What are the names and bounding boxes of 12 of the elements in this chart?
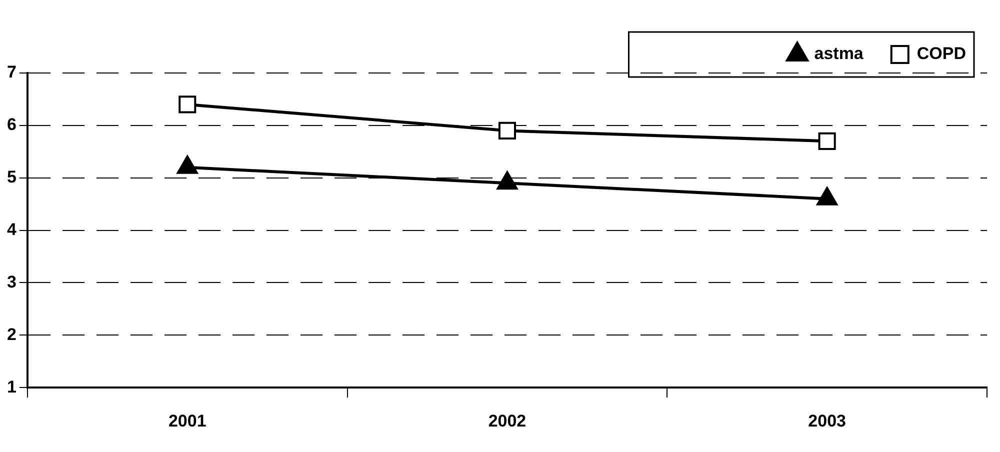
y-tick-label: 2 bbox=[6, 324, 16, 344]
y-tick-label: 4 bbox=[6, 220, 17, 239]
y-tick-label: 1 bbox=[6, 377, 16, 396]
y-tick-label: 5 bbox=[6, 168, 16, 187]
legend-label: astma bbox=[814, 44, 864, 64]
x-tick-label: 2001 bbox=[168, 411, 206, 430]
legend-label: COPD bbox=[916, 44, 966, 64]
x-tick-label: 2003 bbox=[808, 411, 846, 430]
y-tick-label: 7 bbox=[6, 62, 16, 82]
x-tick-label: 2002 bbox=[488, 411, 526, 430]
y-tick-label: 6 bbox=[6, 115, 16, 134]
y-tick-label: 3 bbox=[6, 272, 16, 292]
